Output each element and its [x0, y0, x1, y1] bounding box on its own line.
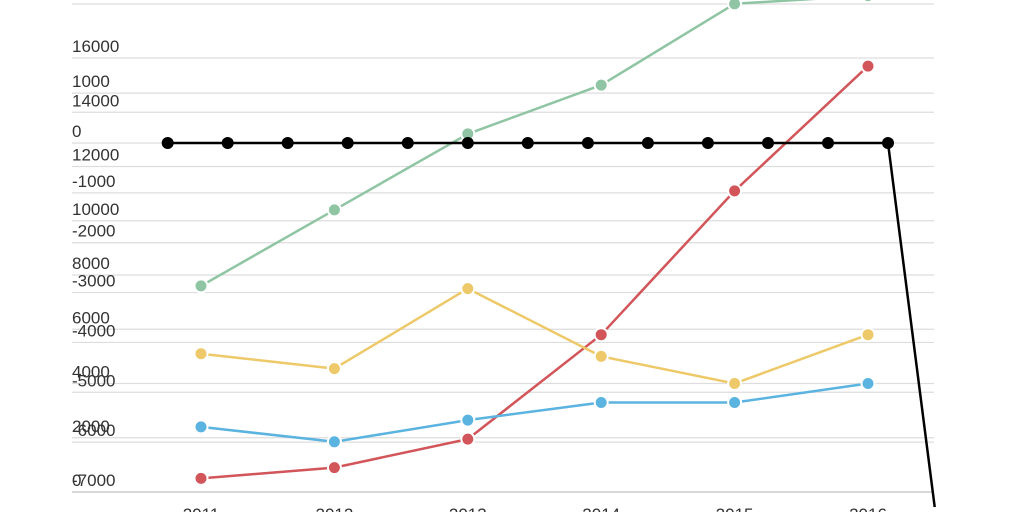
data-point-s3-0 [193, 419, 209, 435]
data-point-s4-12 [882, 137, 894, 149]
data-point-s0-4 [727, 0, 743, 12]
data-point-s4-3 [341, 137, 354, 149]
data-point-s3-2 [460, 412, 476, 428]
y-tick-label-secondary: -1000 [72, 172, 115, 191]
series-lines [161, 0, 936, 508]
data-point-s4-5 [461, 137, 474, 149]
x-tick-label: 2014 [582, 505, 620, 512]
data-point-s3-4 [727, 395, 743, 410]
data-point-s4-10 [762, 137, 774, 149]
data-point-s1-4 [727, 183, 743, 199]
x-tick-label: 2012 [315, 505, 353, 512]
data-point-s4-11 [822, 137, 834, 149]
data-point-s4-0 [161, 137, 174, 149]
data-point-s2-4 [727, 376, 743, 391]
series-line-0 [200, 0, 817, 287]
data-point-s4-2 [281, 137, 294, 149]
y-tick-label-secondary: -4000 [72, 321, 115, 340]
data-point-s1-0 [193, 470, 209, 486]
y-tick-label-secondary: -3000 [72, 272, 115, 291]
data-point-s1-1 [326, 460, 342, 476]
y-tick-label-primary: 10000 [72, 200, 119, 219]
y-tick-label-primary: 16000 [72, 37, 119, 56]
data-point-s2-0 [193, 346, 209, 362]
data-point-s0-5 [861, 0, 875, 4]
y-tick-label-secondary: -6000 [72, 421, 115, 440]
series-line-4 [167, 141, 936, 508]
series-line-1 [200, 65, 869, 480]
data-point-s4-7 [581, 137, 594, 149]
data-point-s4-6 [521, 137, 534, 149]
data-point-s3-1 [326, 434, 342, 450]
y-tick-label-primary: 2000 [72, 417, 110, 436]
data-point-s4-9 [701, 137, 714, 149]
data-point-s3-5 [860, 376, 876, 391]
y-tick-label-primary: 0 [72, 471, 81, 490]
data-point-s2-1 [326, 361, 342, 377]
data-point-s1-5 [860, 58, 876, 74]
series-line-3 [200, 382, 869, 444]
data-point-s4-1 [221, 137, 234, 149]
data-point-s1-3 [593, 327, 609, 343]
x-tick-label: 2015 [716, 505, 754, 512]
data-point-s0-1 [326, 202, 342, 218]
y-tick-label-primary: 6000 [72, 308, 110, 327]
series-line-2 [200, 287, 869, 385]
data-point-s1-2 [460, 431, 476, 447]
data-point-s0-3 [593, 77, 609, 93]
y-tick-label-primary: 12000 [72, 146, 119, 165]
y-tick-label-secondary: -2000 [72, 222, 115, 241]
x-tick-label: 2016 [849, 505, 887, 512]
data-point-s4-8 [641, 137, 654, 149]
data-point-s2-2 [460, 281, 476, 297]
x-tick-label: 2013 [449, 505, 487, 512]
x-tick-label: 2011 [183, 505, 220, 512]
y-tick-label-primary: 14000 [72, 91, 119, 110]
data-point-s2-3 [593, 348, 609, 364]
data-point-s0-0 [193, 278, 209, 294]
y-tick-label-secondary: 0 [72, 122, 81, 141]
y-tick-label-secondary: 1000 [72, 72, 110, 91]
y-tick-label-secondary: -5000 [72, 371, 115, 390]
y-tick-label-secondary: -7000 [72, 471, 115, 490]
axis-labels: 0200040006000800010000120001400016000100… [72, 37, 887, 512]
data-point-s2-5 [860, 327, 876, 343]
grid-lines [72, 3, 934, 493]
data-point-s4-4 [401, 137, 414, 149]
data-point-s3-3 [593, 395, 609, 410]
y-tick-label-primary: 4000 [72, 363, 110, 382]
y-tick-label-primary: 8000 [72, 254, 110, 273]
